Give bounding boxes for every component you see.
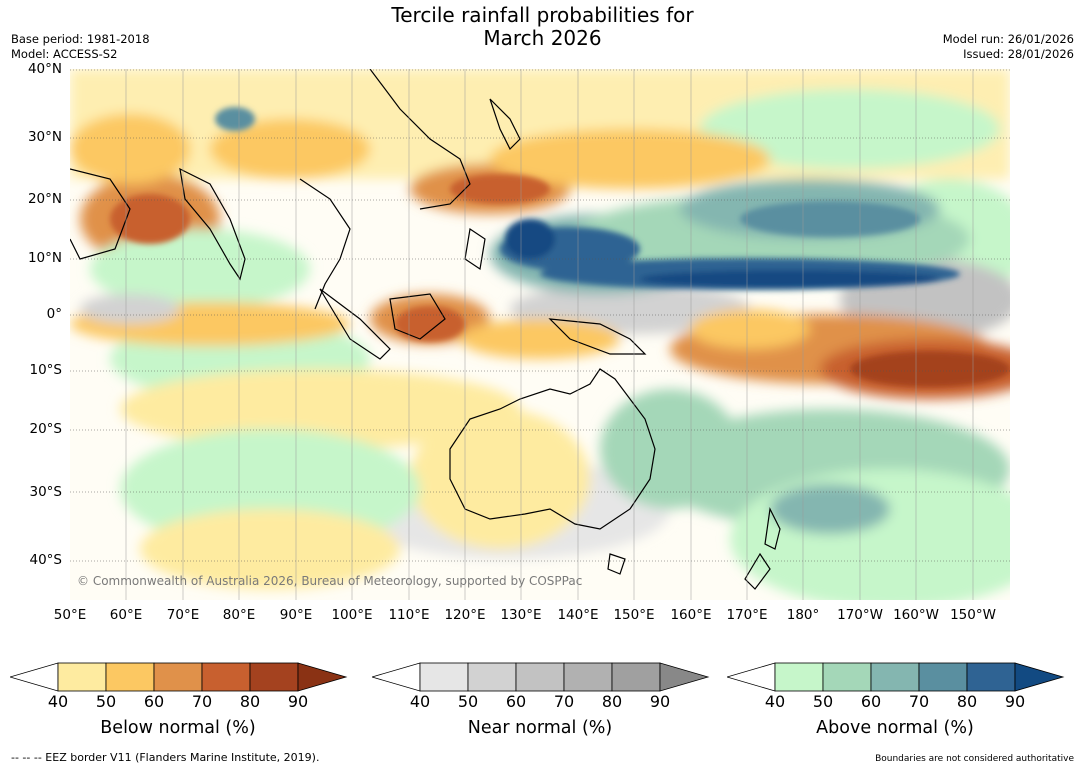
colorbar-near-swatch-under: [372, 662, 421, 692]
lon-label-140e: 140°E: [557, 607, 599, 623]
colorbar-below-swatch-40-50: [57, 662, 107, 692]
colorbar-below-swatch-80-90: [249, 662, 299, 692]
colorbar-near-tick: 60: [505, 692, 527, 711]
colorbar-above-swatch-under: [727, 662, 776, 692]
eez-border-note: -- -- -- EEZ border V11 (Flanders Marine…: [11, 751, 320, 764]
lat-label-0: 0°: [46, 306, 62, 322]
colorbar-near-swatch-80-90: [611, 662, 661, 692]
lat-label-10s: 10°S: [29, 362, 63, 378]
colorbar-near-tick: 50: [457, 692, 479, 711]
probability-field: [70, 69, 1010, 600]
colorbar-above-swatch-80-90: [966, 662, 1016, 692]
colorbar-below-tick: 70: [191, 692, 213, 711]
colorbar-below-normal: [10, 662, 348, 692]
colorbar-below-swatch-under: [10, 662, 59, 692]
lon-label-80e: 80°E: [222, 607, 256, 623]
issued-date: Issued: 28/01/2026: [963, 47, 1074, 61]
probability-cores: [110, 107, 1010, 387]
lat-label-10n: 10°N: [27, 250, 62, 266]
lon-label-120e: 120°E: [444, 607, 486, 623]
colorbar-near-normal: [372, 662, 710, 692]
colorbar-below-swatch-over: [297, 662, 348, 692]
lon-label-150e: 150°E: [613, 607, 655, 623]
colorbar-near-swatch-50-60: [467, 662, 517, 692]
lon-label-60e: 60°E: [109, 607, 143, 623]
boundaries-disclaimer: Boundaries are not considered authoritat…: [875, 754, 1074, 764]
meta-left: Base period: 1981-2018 Model: ACCESS-S2: [11, 32, 150, 62]
model-name: Model: ACCESS-S2: [11, 47, 118, 61]
colorbar-near-swatch-70-80: [563, 662, 613, 692]
colorbar-above-label: Above normal (%): [816, 718, 974, 738]
lat-label-40s: 40°S: [29, 552, 63, 568]
colorbar-above-tick: 80: [956, 692, 978, 711]
colorbar-near-tick: 80: [601, 692, 623, 711]
map-title-line1: Tercile rainfall probabilities for: [391, 3, 694, 27]
colorbar-near-tick: 40: [409, 692, 431, 711]
colorbar-above-tick: 90: [1004, 692, 1026, 711]
colorbar-near-tick: 70: [553, 692, 575, 711]
map-title: Tercile rainfall probabilities for March…: [0, 4, 1085, 50]
base-period: Base period: 1981-2018: [11, 32, 150, 46]
colorbar-near-tick: 90: [649, 692, 671, 711]
colorbar-above-swatch-over: [1014, 662, 1065, 692]
colorbar-above-tick: 50: [812, 692, 834, 711]
colorbar-near-swatch-over: [659, 662, 710, 692]
model-run: Model run: 26/01/2026: [942, 32, 1074, 46]
graticule: [70, 69, 1010, 562]
copyright-notice: © Commonwealth of Australia 2026, Bureau…: [77, 574, 583, 588]
colorbar-below-label: Below normal (%): [100, 718, 256, 738]
map-canvas: [70, 69, 1010, 600]
lon-label-70e: 70°E: [166, 607, 200, 623]
colorbar-below-tick: 40: [47, 692, 69, 711]
lat-label-30n: 30°N: [27, 129, 62, 145]
lon-label-180: 180°: [786, 607, 820, 623]
map-title-line2: March 2026: [483, 26, 602, 50]
colorbar-below-tick: 80: [239, 692, 261, 711]
colorbar-near-swatch-40-50: [419, 662, 469, 692]
lat-label-20s: 20°S: [29, 421, 63, 437]
colorbar-below-swatch-60-70: [153, 662, 203, 692]
lon-label-170e: 170°E: [726, 607, 768, 623]
lon-label-110e: 110°E: [388, 607, 430, 623]
lon-label-50e: 50°E: [53, 607, 87, 623]
colorbar-above-swatch-50-60: [822, 662, 872, 692]
lon-label-150w: 150°W: [950, 607, 996, 623]
lon-label-90e: 90°E: [279, 607, 313, 623]
colorbar-above-tick: 70: [908, 692, 930, 711]
colorbar-above-swatch-60-70: [870, 662, 920, 692]
meta-right: Model run: 26/01/2026 Issued: 28/01/2026: [943, 32, 1074, 62]
meridians: [125, 69, 974, 600]
colorbar-below-tick: 50: [95, 692, 117, 711]
colorbar-above-tick: 40: [764, 692, 786, 711]
lat-label-30s: 30°S: [29, 484, 63, 500]
colorbar-above-normal: [727, 662, 1065, 692]
colorbar-near-label: Near normal (%): [467, 718, 613, 738]
colorbar-above-tick: 60: [860, 692, 882, 711]
lon-label-170w: 170°W: [837, 607, 883, 623]
lon-label-160w: 160°W: [893, 607, 939, 623]
colorbar-below-tick: 90: [287, 692, 309, 711]
lat-label-20n: 20°N: [27, 191, 62, 207]
map-panel: [70, 69, 1010, 600]
colorbar-above-swatch-40-50: [774, 662, 824, 692]
colorbar-above-swatch-70-80: [918, 662, 968, 692]
colorbar-near-swatch-60-70: [515, 662, 565, 692]
lon-label-100e: 100°E: [331, 607, 373, 623]
colorbar-below-swatch-50-60: [105, 662, 155, 692]
lon-label-130e: 130°E: [500, 607, 542, 623]
colorbar-below-swatch-70-80: [201, 662, 251, 692]
lat-label-40n: 40°N: [27, 61, 62, 77]
colorbar-below-tick: 60: [143, 692, 165, 711]
lon-label-160e: 160°E: [670, 607, 712, 623]
coastlines: [70, 69, 781, 590]
